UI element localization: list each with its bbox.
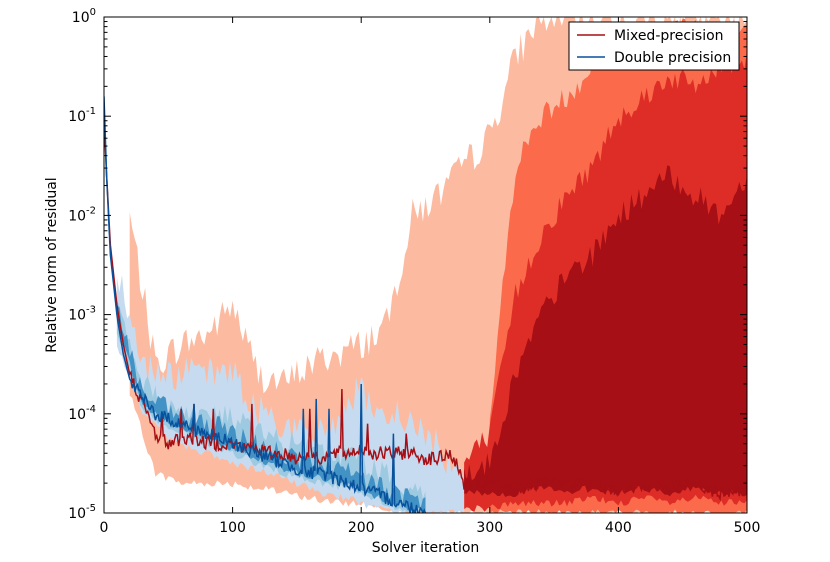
plot-frame — [103, 16, 748, 514]
y-tick-label: 10-3 — [68, 305, 96, 324]
band-double-precision-mid — [116, 300, 426, 513]
band-layer — [116, 17, 747, 513]
legend-label-mixed: Mixed-precision — [614, 28, 724, 44]
x-tick-label: 0 — [100, 520, 109, 536]
series-line-mixed-precision — [104, 116, 747, 502]
band-double-precision-outer — [116, 274, 465, 513]
tick-layer: 0 100 200 300 400 500 10-5 10-4 10-3 10-2 10-1 100 — [68, 7, 760, 536]
series-line-double-precision — [104, 96, 427, 513]
legend-label-double: Double precision — [614, 50, 731, 66]
y-tick-label: 10-4 — [68, 404, 96, 423]
legend-box — [568, 21, 740, 71]
band-mixed-precision-core — [464, 165, 747, 497]
line-layer — [104, 96, 747, 513]
x-tick-label: 500 — [734, 520, 761, 536]
y-tick-label: 10-2 — [68, 205, 96, 224]
y-tick-label: 10-1 — [68, 106, 96, 125]
legend: Mixed-precision Double precision — [568, 21, 740, 71]
x-axis-label: Solver iteration — [372, 540, 480, 556]
y-axis-label: Relative norm of residual — [44, 177, 60, 352]
y-tick-label: 10-5 — [68, 503, 96, 522]
x-tick-label: 400 — [605, 520, 632, 536]
y-tick-label: 100 — [72, 7, 96, 26]
x-tick-label: 300 — [476, 520, 503, 536]
x-tick-label: 100 — [219, 520, 246, 536]
x-tick-label: 200 — [348, 520, 375, 536]
